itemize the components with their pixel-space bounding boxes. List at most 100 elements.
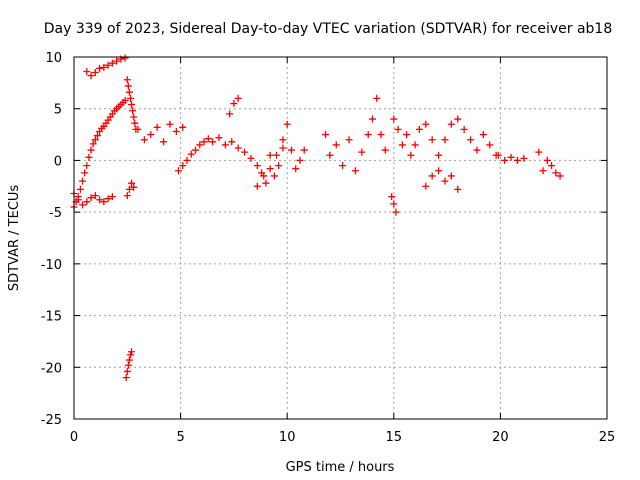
data-point — [454, 185, 462, 193]
data-point — [172, 127, 180, 135]
data-point — [221, 141, 229, 149]
x-tick-label: 25 — [599, 430, 616, 445]
data-point — [473, 146, 481, 154]
data-points — [70, 54, 564, 382]
data-point — [415, 125, 423, 133]
data-point — [124, 82, 132, 90]
y-axis-ticks: 10 5 0 -5 -10 -15 -20 -25 — [41, 51, 607, 428]
data-point — [153, 123, 161, 131]
x-axis-ticks: 0 5 10 15 20 25 — [70, 57, 615, 445]
data-point — [74, 196, 82, 204]
data-point — [358, 148, 366, 156]
data-point — [507, 153, 515, 161]
data-point — [204, 135, 212, 143]
data-point — [93, 132, 101, 140]
data-point — [131, 119, 139, 127]
y-tick-label: -10 — [41, 258, 62, 273]
data-point — [209, 138, 217, 146]
data-point — [253, 182, 261, 190]
data-point — [388, 193, 396, 201]
data-point — [125, 88, 133, 96]
data-point — [228, 138, 236, 146]
data-point — [83, 198, 91, 206]
data-point — [539, 167, 547, 175]
data-point — [364, 131, 372, 139]
x-tick-label: 10 — [279, 430, 296, 445]
data-point — [441, 136, 449, 144]
data-point — [486, 141, 494, 149]
data-point — [460, 125, 468, 133]
data-point — [435, 151, 443, 159]
data-point — [454, 115, 462, 123]
data-point — [121, 96, 129, 104]
data-point — [273, 151, 281, 159]
data-point — [422, 120, 430, 128]
data-point — [266, 151, 274, 159]
data-point — [345, 136, 353, 144]
data-point — [174, 167, 182, 175]
data-point — [407, 151, 415, 159]
data-point — [121, 54, 129, 62]
data-point — [428, 172, 436, 180]
data-point — [279, 144, 287, 152]
y-tick-label: -15 — [41, 310, 62, 325]
y-tick-label: 5 — [54, 103, 62, 118]
data-point — [89, 140, 97, 148]
data-point — [494, 151, 502, 159]
data-point — [128, 348, 136, 356]
data-point — [179, 123, 187, 131]
y-tick-label: 0 — [54, 154, 62, 169]
data-point — [128, 101, 136, 109]
data-point — [234, 94, 242, 102]
x-tick-label: 5 — [176, 430, 184, 445]
data-point — [113, 57, 121, 65]
data-point — [183, 156, 191, 164]
data-point — [241, 148, 249, 156]
data-point — [435, 167, 443, 175]
data-point — [130, 183, 138, 191]
data-point — [394, 125, 402, 133]
plot-frame — [73, 56, 608, 420]
data-point — [411, 141, 419, 149]
data-point — [196, 141, 204, 149]
data-point — [126, 94, 134, 102]
data-point — [200, 138, 208, 146]
data-point — [392, 208, 400, 216]
chart-title: Day 339 of 2023, Sidereal Day-to-day VTE… — [44, 21, 613, 37]
data-point — [283, 120, 291, 128]
data-point — [422, 182, 430, 190]
data-point — [87, 194, 95, 202]
data-point — [124, 361, 132, 369]
data-point — [390, 115, 398, 123]
data-point — [247, 154, 255, 162]
data-point — [91, 136, 99, 144]
data-point — [104, 61, 112, 69]
gridlines — [74, 57, 607, 419]
data-point — [447, 120, 455, 128]
data-point — [258, 169, 266, 177]
data-point — [467, 136, 475, 144]
data-point — [351, 167, 359, 175]
data-point — [85, 153, 93, 161]
data-point — [192, 146, 200, 154]
data-point — [122, 374, 130, 382]
data-point — [279, 136, 287, 144]
data-point — [179, 162, 187, 170]
data-point — [96, 196, 104, 204]
data-point — [292, 165, 300, 173]
x-tick-label: 20 — [492, 430, 509, 445]
data-point — [100, 198, 108, 206]
data-point — [322, 131, 330, 139]
data-point — [403, 131, 411, 139]
y-tick-label: 10 — [45, 51, 62, 66]
data-point — [129, 107, 137, 115]
data-point — [270, 172, 278, 180]
data-point — [83, 162, 91, 170]
data-point — [447, 172, 455, 180]
data-point — [123, 192, 131, 200]
data-point — [543, 156, 551, 164]
data-point — [126, 351, 134, 359]
data-point — [140, 136, 148, 144]
data-point — [368, 115, 376, 123]
data-point — [123, 367, 131, 375]
